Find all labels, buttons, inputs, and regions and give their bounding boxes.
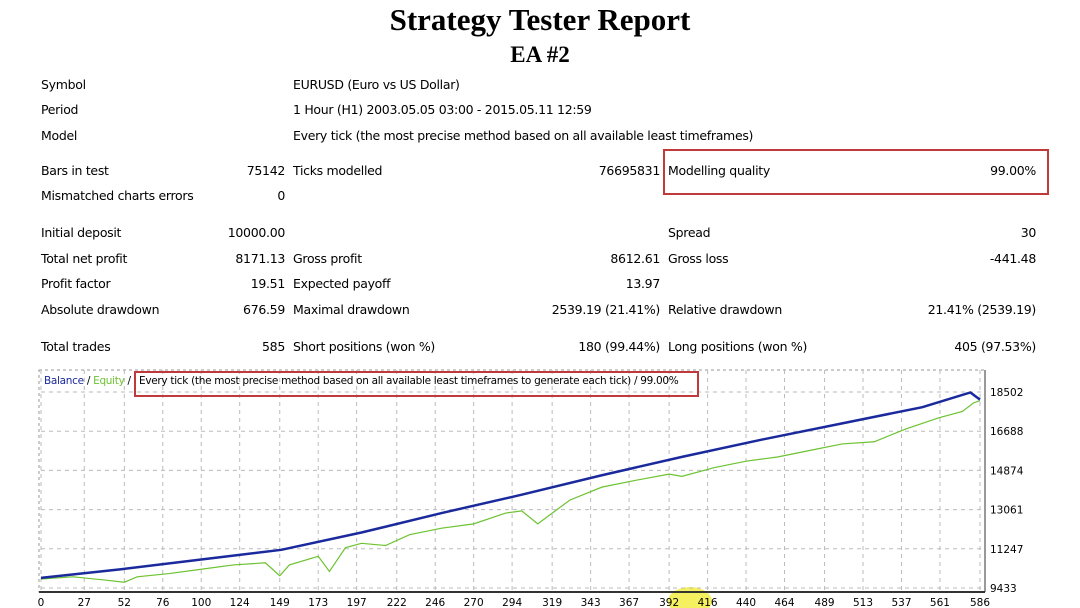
row-label: Absolute drawdown — [41, 302, 160, 317]
x-tick-label: 76 — [156, 597, 170, 608]
row-label: Spread — [668, 225, 711, 240]
balance-equity-chart: 0 27 52 76 100 124 149 173 197 222 246 270 294 319 343… — [38, 369, 1024, 608]
report-title: Strategy Tester Report — [389, 2, 691, 37]
x-tick-label: 52 — [118, 597, 131, 608]
row-label: Long positions (won %) — [668, 339, 808, 354]
x-tick-label: 343 — [581, 597, 601, 608]
legend-highlight — [134, 371, 699, 397]
row-label: Ticks modelled — [293, 163, 383, 178]
row-label: EURUSD (Euro vs US Dollar) — [293, 77, 460, 92]
row-label: Expected payoff — [293, 276, 391, 291]
table-row: Mismatched charts errors 0 — [0, 188, 1080, 206]
row-value: 75142 — [246, 163, 286, 178]
x-tick-label: 561 — [930, 597, 950, 608]
row-value: 30 — [1020, 225, 1037, 240]
x-tick-label: 246 — [425, 597, 445, 608]
table-row: Absolute drawdown 676.59 Maximal drawdown 2… — [0, 302, 1080, 320]
row-value: 13.97 — [625, 276, 661, 291]
row-value: 21.41% (2539.19) — [927, 302, 1037, 317]
table-row: Initial deposit 10000.00 Spread 30 — [0, 225, 1080, 243]
legend-separator: / — [124, 375, 132, 387]
equity-line — [40, 400, 981, 583]
x-tick-label: 222 — [387, 597, 407, 608]
x-tick-label: 586 — [970, 597, 990, 608]
x-tick-label: 294 — [502, 597, 522, 608]
legend-model-text: Every tick (the most precise method base… — [139, 375, 631, 387]
legend-separator: / — [630, 375, 641, 387]
row-label: Profit factor — [41, 276, 111, 291]
row-value: 10000.00 — [227, 225, 286, 240]
y-tick-label: 18502 — [990, 387, 1023, 399]
row-value: 180 (99.44%) — [578, 339, 660, 354]
y-tick-label: 9433 — [990, 583, 1017, 595]
report-subtitle: EA #2 — [510, 42, 570, 67]
row-label: Model — [41, 128, 78, 143]
table-row: Total trades 585 Short positions (won %) 18… — [0, 339, 1080, 357]
table-row: Model Every tick (the most precise method… — [0, 128, 1080, 146]
x-tick-label: 489 — [815, 597, 835, 608]
x-tick-label: 416 — [698, 597, 718, 608]
x-tick-label: 173 — [308, 597, 328, 608]
y-tick-label: 14874 — [990, 465, 1024, 477]
y-tick-label: 11247 — [990, 544, 1023, 556]
row-label: Short positions (won %) — [293, 339, 436, 354]
x-tick-label: 149 — [270, 597, 290, 608]
row-label: Every tick (the most precise method base… — [293, 128, 754, 143]
row-value: 19.51 — [250, 276, 286, 291]
table-row: Profit factor 19.51 Expected payoff 13.97 — [0, 276, 1080, 294]
y-tick-label: 13061 — [990, 505, 1023, 517]
row-value: 676.59 — [243, 302, 285, 317]
table-row: Bars in test 75142 Ticks modelled 76695831 M… — [0, 163, 1080, 181]
row-value: -441.48 — [989, 251, 1036, 266]
balance-line — [40, 391, 981, 580]
x-tick-label: 270 — [464, 597, 484, 608]
row-value: 76695831 — [598, 163, 661, 178]
row-label: Relative drawdown — [668, 302, 782, 317]
x-tick-label: 440 — [736, 597, 756, 608]
legend-model: Every tick (the most precise method base… — [139, 375, 679, 387]
row-label: Period — [41, 102, 79, 117]
table-row: Period 1 Hour (H1) 2003.05.05 03:00 - 201… — [0, 102, 1080, 120]
row-label: Symbol — [41, 77, 86, 92]
chart-legend: Balance / Equity / — [44, 375, 131, 387]
row-label: Bars in test — [41, 163, 109, 178]
row-value: 99.00% — [990, 163, 1036, 178]
row-value: 8612.61 — [610, 251, 660, 266]
row-label: Modelling quality — [668, 163, 770, 178]
x-tick-label: 0 — [38, 597, 45, 608]
row-label: Gross loss — [668, 251, 729, 266]
x-tick-label: 27 — [78, 597, 91, 608]
y-tick-label: 16688 — [990, 426, 1023, 438]
x-tick-label: 464 — [774, 597, 794, 608]
x-tick-label: 319 — [542, 597, 562, 608]
row-label: Maximal drawdown — [293, 302, 410, 317]
x-tick-label: 537 — [891, 597, 911, 608]
row-label: Mismatched charts errors — [41, 188, 194, 203]
table-row: Total net profit 8171.13 Gross profit 8612.… — [0, 251, 1080, 269]
row-value: 585 — [262, 339, 285, 354]
row-value: 405 (97.53%) — [954, 339, 1036, 354]
legend-separator: / — [83, 375, 94, 387]
x-tick-label: 197 — [347, 597, 367, 608]
x-tick-label: 100 — [191, 597, 211, 608]
row-label: 1 Hour (H1) 2003.05.05 03:00 - 2015.05.1… — [293, 102, 592, 117]
x-tick-label: 124 — [230, 597, 250, 608]
legend-quality: 99.00% — [640, 375, 679, 387]
row-value: 8171.13 — [235, 251, 285, 266]
row-label: Total trades — [41, 339, 111, 354]
row-label: Total net profit — [41, 251, 128, 266]
x-tick-label: 367 — [619, 597, 639, 608]
legend-equity: Equity — [93, 375, 125, 387]
row-label: Initial deposit — [41, 225, 122, 240]
table-row: Symbol EURUSD (Euro vs US Dollar) — [0, 77, 1080, 95]
modelling-quality-highlight — [663, 149, 1049, 195]
row-value: 0 — [277, 188, 285, 203]
x-tick-label: 513 — [853, 597, 873, 608]
row-value: 2539.19 (21.41%) — [551, 302, 661, 317]
row-label: Gross profit — [293, 251, 362, 266]
x-tick-label: 392 — [659, 597, 679, 608]
legend-balance: Balance — [44, 375, 84, 387]
